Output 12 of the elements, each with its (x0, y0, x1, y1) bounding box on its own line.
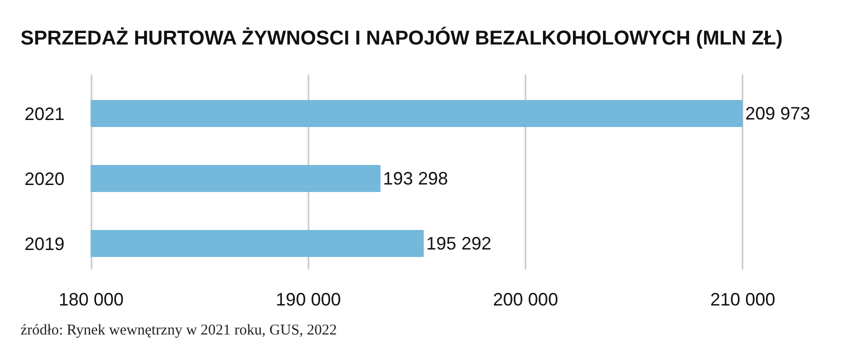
y-tick-label: 2019 (24, 234, 65, 254)
data-label: 195 292 (426, 234, 492, 254)
x-tick-label: 180 000 (58, 290, 124, 310)
y-tick-label: 2021 (24, 104, 65, 124)
x-tick-label: 210 000 (710, 290, 776, 310)
data-label: 209 973 (745, 104, 810, 124)
x-tick-label: 200 000 (493, 290, 558, 310)
data-label: 193 298 (382, 168, 448, 188)
text: źródło: Rynek wewnętrzny w 2021 roku, GUS, 2022 (20, 322, 337, 338)
y-tick-label: 2020 (24, 169, 65, 189)
x-tick-label: 190 000 (276, 290, 341, 310)
chart-title: SPRZEDAŻ HURTOWA ŻYWNOSCI I NAPOJÓW BEZALKOHOLOWYCH (MLN ZŁ) (20, 26, 783, 50)
